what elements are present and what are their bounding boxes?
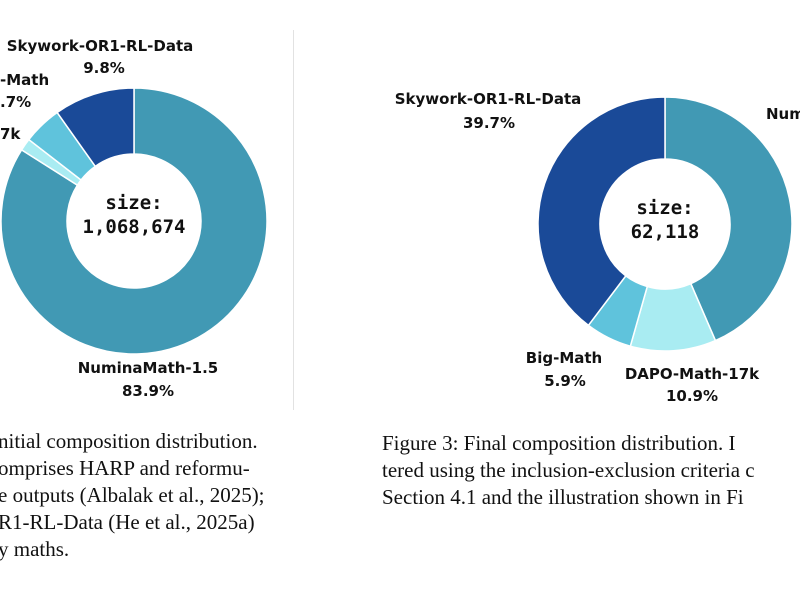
final-label-skywork-name: Skywork-OR1-RL-Data bbox=[395, 90, 581, 108]
initial-label-numina-pct: 83.9% bbox=[122, 382, 174, 400]
initial-slice-skywork-or1-rl-data bbox=[56, 87, 135, 168]
final-slices bbox=[537, 96, 793, 352]
final-slice-skywork-or1-rl-data bbox=[537, 96, 666, 327]
final-figure-caption: Figure 3: Final composition distribution… bbox=[382, 431, 755, 509]
initial-composition-chart: size: 1,068,674 Skywork-OR1-RL-Data 9.8%… bbox=[0, 37, 268, 400]
final-label-bigmath-pct: 5.9% bbox=[544, 372, 586, 390]
final-label-skywork-pct: 39.7% bbox=[463, 114, 515, 132]
final-label-dapo-pct: 10.9% bbox=[666, 387, 718, 405]
initial-label-bigmath-name: -Math bbox=[0, 71, 49, 89]
final-slice-numinamath-1-5 bbox=[664, 96, 793, 342]
initial-center-title: size: bbox=[105, 192, 162, 214]
final-center-value: 62,118 bbox=[631, 221, 700, 243]
final-label-dapo-name: DAPO-Math-17k bbox=[625, 365, 760, 383]
initial-label-dapo-name: 7k bbox=[0, 125, 21, 143]
initial-slice-numinamath-1-5 bbox=[0, 87, 268, 355]
donut-charts: size: 1,068,674 Skywork-OR1-RL-Data 9.8%… bbox=[0, 37, 800, 405]
initial-slices bbox=[0, 87, 268, 355]
final-center-title: size: bbox=[636, 197, 693, 219]
final-composition-chart: size: 62,118 Skywork-OR1-RL-Data 39.7% N… bbox=[395, 90, 800, 405]
final-label-bigmath-name: Big-Math bbox=[526, 349, 602, 367]
figure-divider bbox=[293, 30, 294, 410]
initial-label-skywork-name: Skywork-OR1-RL-Data bbox=[7, 37, 193, 55]
initial-label-bigmath-pct: .7% bbox=[0, 93, 31, 111]
initial-label-skywork-pct: 9.8% bbox=[83, 59, 125, 77]
initial-label-numina-name: NuminaMath-1.5 bbox=[78, 359, 219, 377]
initial-center-value: 1,068,674 bbox=[83, 216, 186, 238]
final-label-numina-name: Num bbox=[766, 105, 800, 123]
initial-figure-caption: nitial composition distribution. omprise… bbox=[0, 429, 265, 561]
